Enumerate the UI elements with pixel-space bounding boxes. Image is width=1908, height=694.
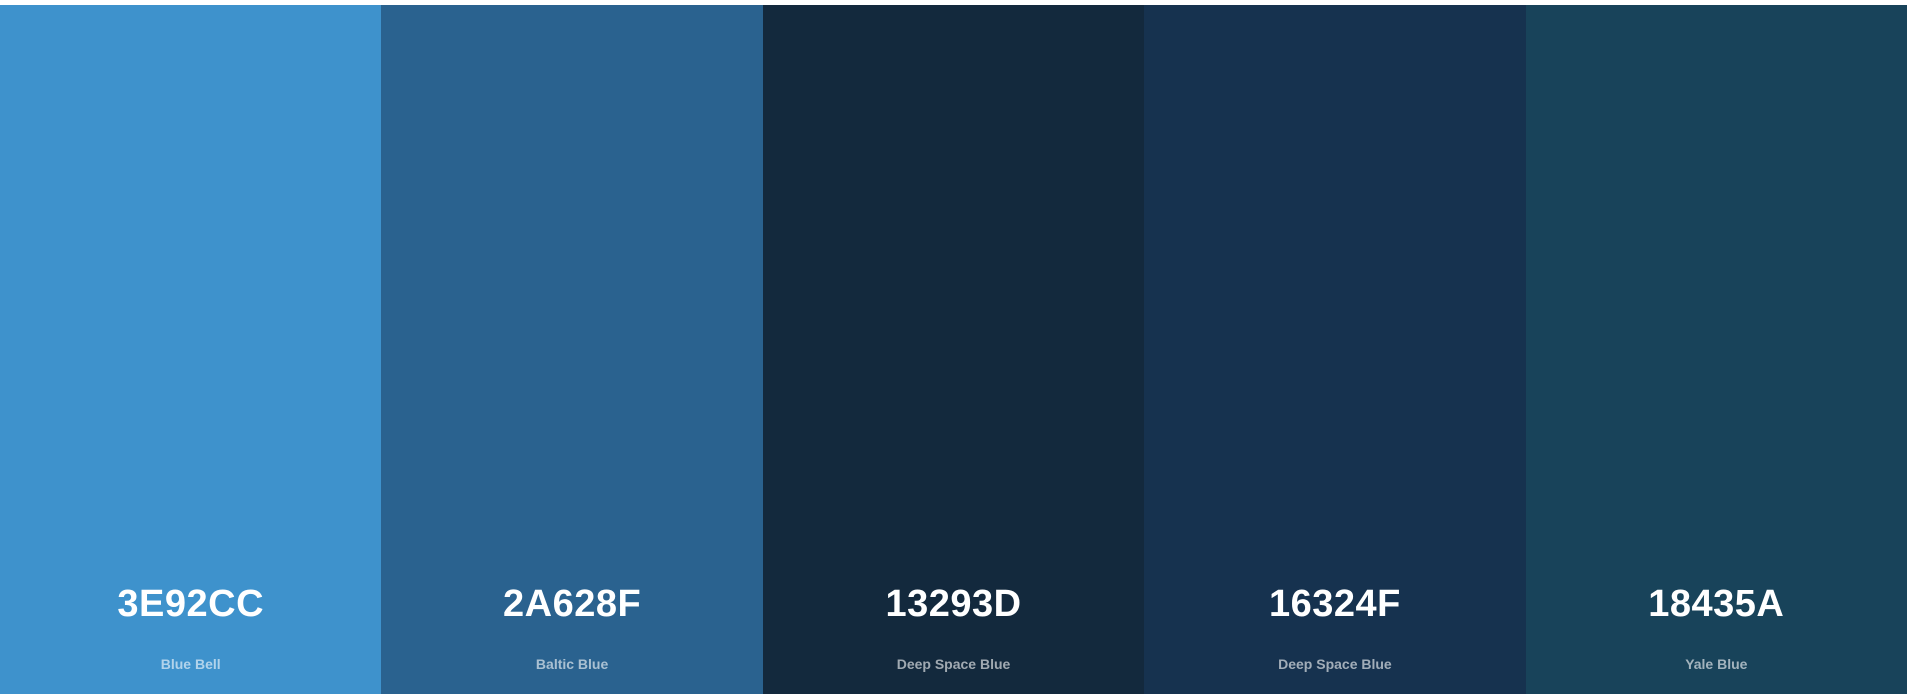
swatch-hex[interactable]: 13293D [885, 583, 1022, 625]
swatch-hex[interactable]: 16324F [1268, 583, 1401, 625]
swatch-yale-blue[interactable]: 18435A Yale Blue [1525, 5, 1908, 694]
swatch-hex[interactable]: 2A628F [503, 583, 642, 625]
swatch-name: Deep Space Blue [1278, 656, 1392, 672]
swatch-baltic-blue[interactable]: 2A628F Baltic Blue [381, 5, 763, 694]
swatch-hex[interactable]: 3E92CC [117, 583, 265, 625]
swatch-name: Yale Blue [1685, 656, 1748, 672]
swatch-name: Blue Bell [160, 656, 221, 672]
color-palette: 3E92CC Blue Bell 2A628F Baltic Blue 1329… [0, 5, 1908, 694]
swatch-name: Baltic Blue [535, 656, 609, 672]
swatch-deep-space-blue[interactable]: 13293D Deep Space Blue [762, 5, 1145, 694]
swatch-name: Deep Space Blue [896, 656, 1011, 672]
swatch-hex[interactable]: 18435A [1648, 583, 1785, 625]
swatch-blue-bell[interactable]: 3E92CC Blue Bell [0, 5, 382, 694]
swatch-deep-space-blue-2[interactable]: 16324F Deep Space Blue [1144, 5, 1526, 694]
